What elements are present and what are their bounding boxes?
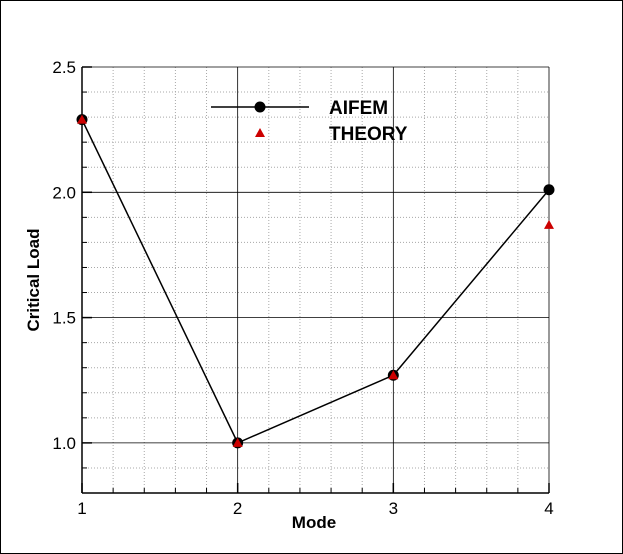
legend-marker-aifem [254, 101, 266, 113]
y-tick-label: 1.5 [52, 309, 76, 328]
grid [81, 66, 550, 494]
point-aifem [543, 184, 555, 196]
legend-label-theory: THEORY [329, 124, 408, 145]
x-tick-label: 2 [233, 499, 242, 518]
legend-marker-theory [255, 128, 265, 137]
x-tick-label: 4 [544, 499, 553, 518]
point-theory [232, 437, 243, 447]
x-tick-label: 3 [389, 499, 398, 518]
x-tick-label: 1 [77, 499, 86, 518]
y-tick-label: 1.0 [52, 434, 76, 453]
y-tick-label: 2.5 [52, 58, 76, 77]
axes: 1 2 3 4 1.0 1.5 2.0 2.5 [52, 58, 553, 518]
legend-label-aifem: AIFEM [329, 98, 388, 119]
y-tick-label: 2.0 [52, 183, 76, 202]
point-theory [77, 114, 87, 124]
series-line-aifem [81, 119, 550, 444]
series-layer [76, 114, 555, 449]
point-theory [388, 370, 399, 380]
x-axis-title: Mode [292, 513, 336, 532]
legend: AIFEM THEORY [211, 98, 408, 145]
point-theory [544, 219, 554, 229]
y-axis-title: Critical Load [24, 229, 43, 332]
